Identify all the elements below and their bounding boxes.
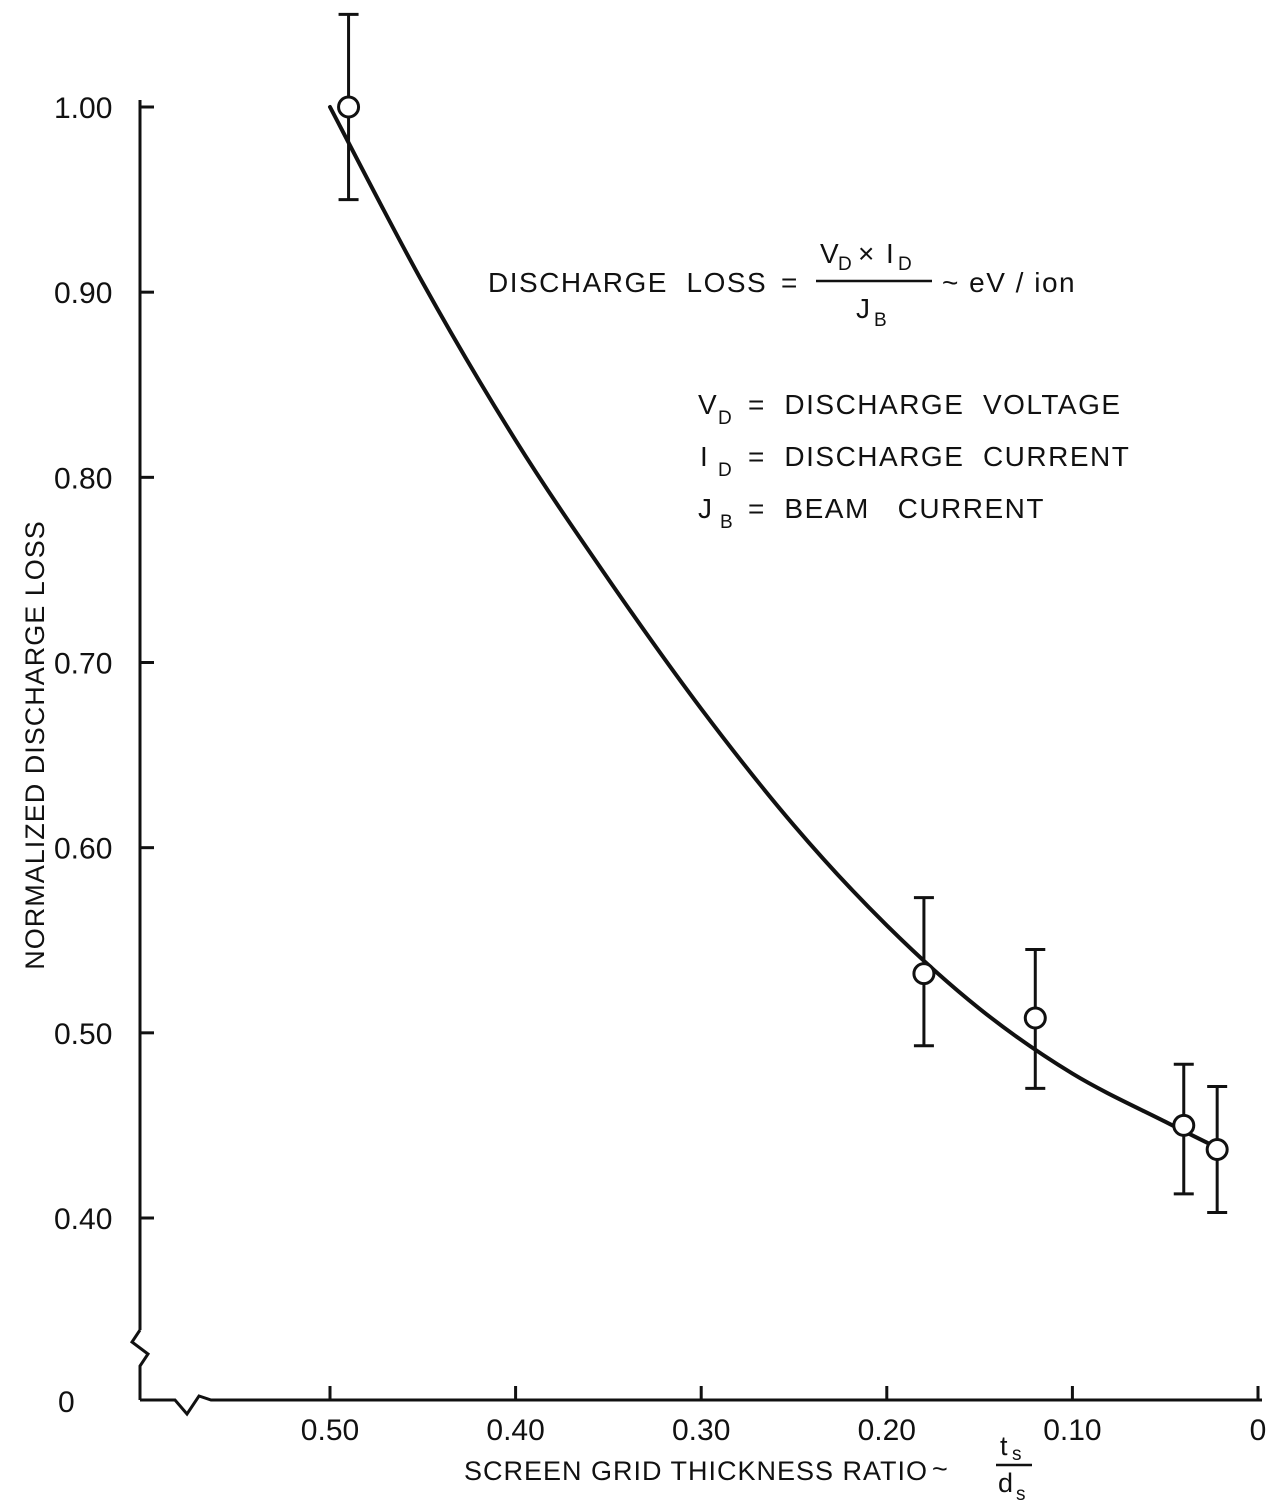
x-tick-label: 0.40: [486, 1414, 544, 1447]
axis-ticks: 1.00 0.90 0.80 0.70 0.60 0.50 0.40 0.50 0.40 0.30…: [54, 92, 1266, 1447]
x-axis-label: SCREEN GRID THICKNESS RATIO: [464, 1456, 928, 1486]
formula-den-sub: B: [874, 310, 887, 331]
y-tick-label: 0.90: [54, 277, 112, 310]
y-tick-label: 0.60: [54, 833, 112, 866]
x-tick-label: 0.30: [672, 1414, 730, 1447]
x-tick-label: 0.20: [858, 1414, 916, 1447]
y-axis-break: [129, 1329, 151, 1400]
y-tick-label: 0.80: [54, 462, 112, 495]
data-point: [1172, 1113, 1196, 1137]
data-point: [1205, 1137, 1229, 1161]
axes: [129, 100, 1262, 1417]
formula-times: ×: [858, 238, 876, 269]
x-axis-line: [140, 1394, 1262, 1417]
definition-symbol-sub: D: [718, 460, 732, 481]
formula-den: J: [856, 293, 872, 324]
x-tick-label: 0.10: [1043, 1414, 1101, 1447]
data-points: [337, 12, 1229, 1214]
formula-equals: =: [781, 267, 799, 298]
data-point: [337, 95, 361, 119]
y-origin-label: 0: [58, 1386, 75, 1419]
definition-symbol: J: [698, 493, 714, 524]
y-tick-label: 0.70: [54, 648, 112, 681]
x-axis-fraction-den: d: [998, 1468, 1014, 1498]
data-point: [912, 962, 936, 986]
y-tick-label: 1.00: [54, 92, 112, 125]
data-point: [1023, 1006, 1047, 1030]
formula-num-i-sub: D: [898, 254, 912, 275]
x-axis-fraction-num: t: [1000, 1431, 1009, 1461]
definitions: V D = DISCHARGE VOLTAGE I D = DISCHARGE …: [698, 389, 1130, 533]
definition-text: = BEAM CURRENT: [748, 493, 1045, 524]
x-tick-label: 0.50: [301, 1414, 359, 1447]
x-axis-fraction-num-sub: s: [1012, 1444, 1022, 1465]
definition-symbol: I: [700, 441, 709, 472]
x-axis-label-group: SCREEN GRID THICKNESS RATIO ~ t s d s: [464, 1431, 1032, 1504]
formula-num-v-sub: D: [838, 254, 852, 275]
definition-symbol-sub: B: [720, 512, 733, 533]
formula-num-v: V: [820, 238, 840, 269]
x-axis-label-sep: ~: [932, 1454, 949, 1484]
formula-lhs: DISCHARGE LOSS: [488, 267, 767, 298]
formula-unit: ~ eV / ion: [942, 267, 1076, 298]
y-tick-label: 0.40: [54, 1203, 112, 1236]
definition-text: = DISCHARGE CURRENT: [748, 441, 1130, 472]
x-axis-fraction-den-sub: s: [1016, 1484, 1026, 1504]
formula-num-i: I: [886, 238, 895, 269]
definition-text: = DISCHARGE VOLTAGE: [748, 389, 1122, 420]
definition-symbol-sub: D: [718, 408, 732, 429]
y-tick-label: 0.50: [54, 1018, 112, 1051]
definition-symbol: V: [698, 389, 718, 420]
formula-annotation: DISCHARGE LOSS = V D × I D J B ~ eV / io…: [488, 238, 1076, 331]
y-axis-label: NORMALIZED DISCHARGE LOSS: [20, 520, 50, 970]
fit-curve-group: [328, 105, 1223, 1152]
x-tick-label: 0: [1250, 1414, 1267, 1447]
fit-curve: [328, 105, 1223, 1152]
